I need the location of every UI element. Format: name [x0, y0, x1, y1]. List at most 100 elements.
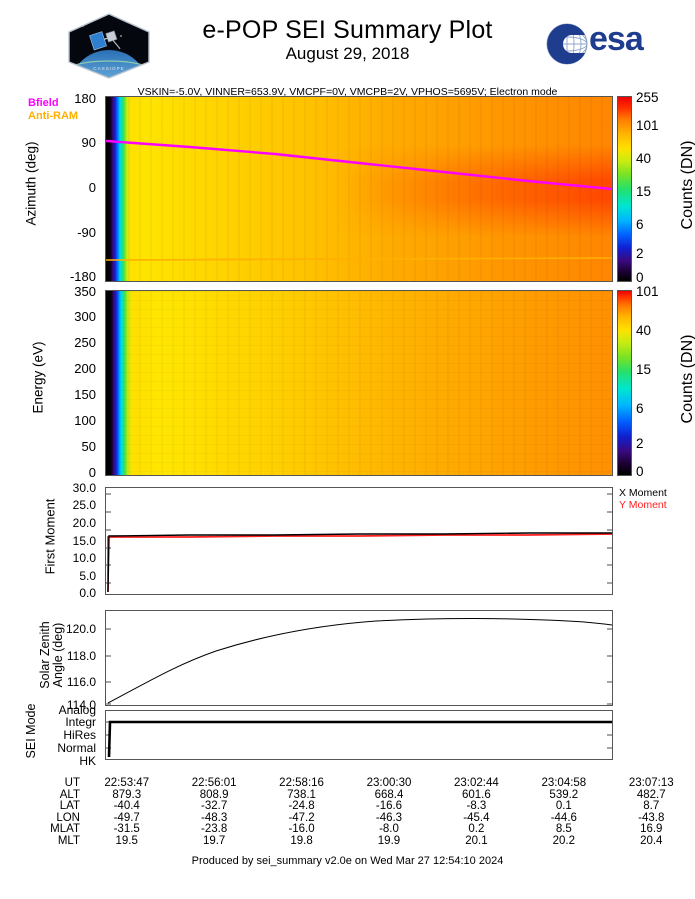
sei-mode-ytick-integr: Integr	[65, 715, 96, 729]
azimuth-y-axis-label: Azimuth (deg)	[23, 141, 39, 226]
cell-lat-1: -32.7	[201, 800, 228, 813]
azimuth-colorbar	[617, 96, 632, 282]
page-subtitle-date: August 29, 2018	[285, 44, 410, 63]
energy-ytick-100: 100	[74, 413, 96, 428]
cell-mlt-1: 19.7	[202, 834, 226, 847]
sei-mode-ytick-hires: HiRes	[63, 728, 96, 742]
cell-lon-5: -44.6	[550, 811, 577, 824]
cell-lon-2: -47.2	[288, 811, 315, 824]
first-moment-ytick-25: 25.0	[72, 498, 96, 512]
first-moment-ytick-0: 0.0	[79, 586, 96, 600]
azimuth-panel: Bfield Anti-RAM Azimuth (deg) 180 90 0 -…	[0, 90, 695, 285]
azimuth-cbtick-6: 6	[636, 217, 644, 232]
azimuth-cbtick-101: 101	[636, 118, 659, 133]
cell-mlat-6: 16.9	[640, 823, 663, 836]
cell-alt-4: 601.6	[462, 788, 491, 801]
azimuth-ytick-3: -90	[77, 225, 96, 240]
cell-mlt-2: 19.8	[290, 834, 313, 847]
energy-cbtick-101: 101	[636, 284, 659, 299]
table-row: MLAT -31.5 -23.8 -16.0 -8.0 0.2 8.5 16.9	[0, 824, 695, 836]
cell-alt-5: 539.2	[549, 788, 579, 801]
energy-cbtick-6: 6	[636, 401, 644, 416]
first-moment-legend-y: Y Moment	[619, 499, 667, 511]
cell-lon-1: -48.3	[201, 811, 228, 824]
energy-colorbar	[617, 290, 632, 476]
cell-mlat-0: -31.5	[113, 823, 140, 836]
azimuth-legend-antiram: Anti-RAM	[28, 110, 79, 122]
table-row: MLT 19.5 19.7 19.8 19.9 20.1 20.2 20.4	[0, 834, 695, 848]
cell-lat-2: -24.8	[288, 800, 315, 813]
cell-ut-1: 22:56:01	[191, 777, 237, 789]
x-moment-trace	[107, 532, 612, 593]
cell-alt-2: 738.1	[287, 788, 316, 801]
esa-wordmark: esa	[589, 20, 644, 58]
row-label-ut: UT	[64, 777, 80, 789]
row-label-alt: ALT	[59, 788, 80, 801]
first-moment-ytick-5: 5.0	[79, 569, 96, 583]
cell-mlt-3: 19.9	[377, 834, 401, 847]
cell-mlt-5: 20.2	[552, 834, 576, 847]
solar-zenith-ytick-120: 120.0	[65, 622, 96, 636]
cell-alt-6: 482.7	[636, 788, 666, 801]
cell-mlt-0: 19.5	[115, 834, 138, 847]
sei-mode-panel: SEI Mode Analog Integr HiRes Normal HK	[0, 703, 695, 768]
y-moment-trace	[107, 533, 612, 592]
energy-cbtick-40: 40	[636, 323, 652, 338]
cell-lon-6: -43.8	[638, 811, 665, 824]
instrument-settings-line: VSKIN=-5.0V, VINNER=653.9V, VMCPF=0V, VM…	[137, 86, 558, 98]
energy-colorbar-label: Counts (DN)	[679, 334, 695, 424]
table-row: ALT 879.3 808.9 738.1 668.4 601.6 539.2 …	[0, 788, 695, 802]
footer-provenance: Produced by sei_summary v2.0e on Wed Mar…	[191, 855, 504, 867]
first-moment-panel: First Moment 30.0 25.0 20.0 15.0 10.0 5.…	[0, 481, 695, 600]
sei-mode-trace	[107, 720, 612, 758]
first-moment-ytick-30: 30.0	[72, 481, 96, 495]
cell-ut-3: 23:00:30	[366, 777, 412, 789]
energy-ytick-350: 350	[74, 284, 96, 299]
row-label-lon: LON	[56, 811, 80, 824]
cell-lat-3: -16.6	[375, 800, 403, 813]
cell-lat-6: 8.7	[643, 800, 660, 813]
row-label-mlat: MLAT	[50, 823, 80, 836]
sei-mode-y-axis-label: SEI Mode	[24, 703, 38, 759]
antiram-trace	[106, 257, 612, 261]
azimuth-cbtick-0: 0	[636, 270, 644, 285]
solar-zenith-ytick-116: 116.0	[66, 675, 96, 689]
energy-cbtick-2: 2	[636, 436, 644, 451]
azimuth-ytick-1: 90	[81, 135, 96, 150]
azimuth-colorbar-label: Counts (DN)	[679, 140, 695, 230]
energy-ytick-0: 0	[88, 465, 96, 480]
energy-spectrogram	[105, 290, 613, 476]
sei-mode-ytick-analog: Analog	[58, 703, 96, 717]
energy-ytick-200: 200	[74, 361, 96, 376]
energy-ytick-300: 300	[74, 309, 96, 324]
cell-mlt-4: 20.1	[465, 834, 488, 847]
page-header: CASSIOPE e-POP SEI Summary Plot August 2…	[0, 0, 695, 98]
emblem-label: CASSIOPE	[93, 66, 125, 71]
cell-alt-0: 879.3	[112, 788, 142, 801]
cell-lat-4: -8.3	[466, 800, 487, 813]
sei-mode-plot	[105, 710, 613, 760]
sei-mode-ytick-hk: HK	[79, 754, 96, 768]
azimuth-cbtick-15: 15	[636, 184, 652, 199]
ephemeris-table: UT 22:53:47 22:56:01 22:58:16 23:00:30 2…	[0, 777, 695, 848]
solar-zenith-trace	[107, 618, 612, 704]
table-row: LON -49.7 -48.3 -47.2 -46.3 -45.4 -44.6 …	[0, 811, 695, 825]
cell-lon-4: -45.4	[463, 811, 490, 824]
azimuth-cbtick-2: 2	[636, 246, 644, 261]
cell-mlt-6: 20.4	[640, 834, 663, 847]
cell-ut-4: 23:02:44	[454, 777, 499, 789]
energy-ytick-250: 250	[74, 335, 96, 350]
energy-panel: Energy (eV) 350 300 250 200 150 100 50 0…	[0, 284, 695, 480]
cassiope-mission-emblem: CASSIOPE	[63, 12, 155, 80]
energy-cbtick-15: 15	[636, 362, 652, 377]
energy-cbtick-0: 0	[636, 464, 644, 479]
cell-ut-5: 23:04:58	[541, 777, 587, 789]
cell-lon-0: -49.7	[113, 811, 140, 824]
ephemeris-table-grid: UT 22:53:47 22:56:01 22:58:16 23:00:30 2…	[0, 777, 695, 848]
azimuth-cbtick-255: 255	[636, 90, 659, 105]
cell-lat-5: 0.1	[555, 800, 572, 813]
azimuth-ytick-4: -180	[69, 269, 96, 284]
solar-zenith-ytick-118: 118.0	[66, 649, 96, 663]
azimuth-cbtick-40: 40	[636, 151, 652, 166]
energy-ytick-150: 150	[74, 387, 96, 402]
